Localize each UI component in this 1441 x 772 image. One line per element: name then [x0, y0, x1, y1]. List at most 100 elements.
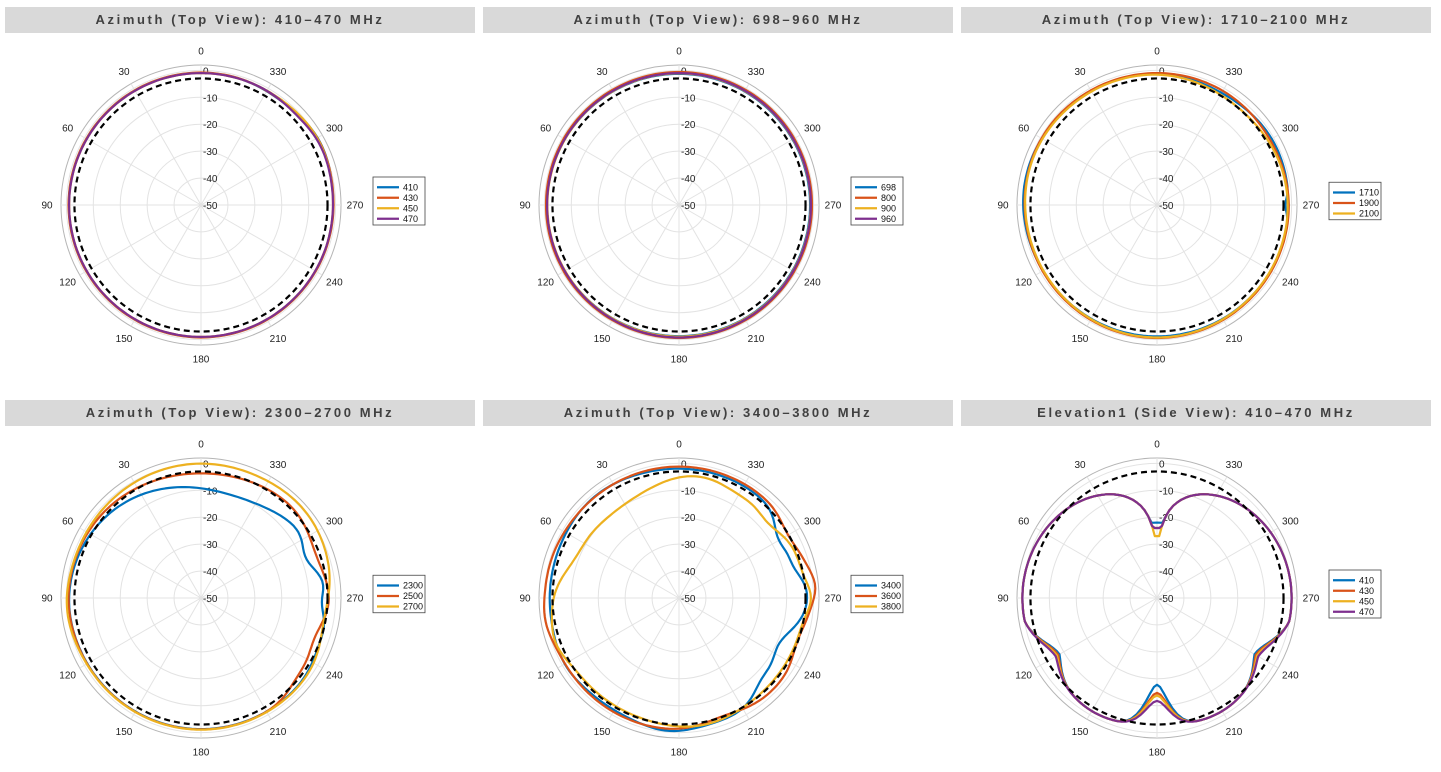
panel-azimuth-3400-3800: Azimuth (Top View): 3400–3800 MHz 0 30 60 9… — [483, 393, 953, 772]
angle-tick-label: 120 — [59, 671, 76, 682]
grid-spoke — [678, 597, 750, 720]
legend-label: 2300 — [403, 581, 423, 591]
legend-label: 698 — [881, 182, 896, 192]
radial-tick-label: -40 — [203, 567, 218, 578]
legend-label: 3400 — [881, 581, 901, 591]
polar-chart-3: 0 30 60 90 120 150 180 210 240 270 300 330 0 -10 -20 -3… — [997, 47, 1382, 366]
grid-spoke — [678, 83, 750, 206]
angle-tick-label: 150 — [1072, 727, 1089, 738]
angle-tick-label: 60 — [1018, 124, 1030, 135]
radial-tick-label: -50 — [681, 594, 696, 605]
reference-circle — [73, 77, 329, 333]
angle-tick-label: 210 — [270, 727, 287, 738]
grid-spoke — [608, 83, 680, 206]
angle-tick-label: 330 — [748, 67, 765, 78]
angle-tick-label: 0 — [1154, 47, 1160, 58]
angle-tick-label: 150 — [116, 727, 133, 738]
legend-label: 430 — [403, 193, 418, 203]
angle-tick-label: 30 — [118, 460, 130, 471]
grid-spoke — [557, 527, 680, 599]
radial-tick-label: -20 — [203, 120, 218, 131]
grid-spoke — [1086, 83, 1158, 206]
radial-tick-label: -30 — [681, 540, 696, 551]
reference-circle — [1029, 470, 1285, 726]
legend-label: 450 — [1359, 596, 1374, 606]
angle-tick-label: 240 — [804, 671, 821, 682]
radial-tick-label: -20 — [1159, 120, 1174, 131]
angle-tick-label: 300 — [1282, 124, 1299, 135]
grid-spoke — [557, 204, 680, 276]
radial-tick-label: -40 — [681, 567, 696, 578]
grid-spoke — [1156, 476, 1228, 599]
polar-chart-5: 0 30 60 90 120 150 180 210 240 270 300 330 0 -10 -20 -3… — [519, 440, 904, 759]
radial-tick-label: -40 — [1159, 567, 1174, 578]
grid-spoke — [1156, 204, 1279, 276]
angle-tick-label: 60 — [62, 124, 74, 135]
legend-label: 470 — [403, 214, 418, 224]
angle-tick-label: 90 — [997, 201, 1009, 212]
angle-tick-label: 210 — [270, 334, 287, 345]
reference-circle — [551, 470, 807, 726]
radial-tick-label: -30 — [1159, 540, 1174, 551]
radial-tick-label: 0 — [1159, 459, 1165, 470]
grid-spoke — [678, 204, 801, 276]
grid-spoke — [200, 527, 323, 599]
grid-spoke — [1156, 597, 1279, 669]
angle-tick-label: 60 — [62, 517, 74, 528]
angle-tick-label: 30 — [118, 67, 130, 78]
legend-box — [372, 176, 426, 226]
polar-chart-1: 03060901201501802102402703003300-10-20-3… — [41, 47, 426, 366]
series-line-470 — [68, 72, 335, 338]
angle-tick-label: 270 — [347, 201, 364, 212]
angle-tick-label: 120 — [537, 671, 554, 682]
reference-circle — [73, 470, 329, 726]
chart-title: Elevation1 (Side View): 410–470 MHz — [961, 400, 1431, 426]
grid-spoke — [1035, 597, 1158, 669]
angle-tick-label: 330 — [1226, 460, 1243, 471]
grid-spoke — [200, 204, 323, 276]
angle-tick-label: 240 — [1282, 671, 1299, 682]
radial-tick-label: -50 — [203, 201, 218, 212]
angle-tick-label: 90 — [41, 594, 53, 605]
angle-tick-label: 300 — [326, 517, 343, 528]
legend-label: 960 — [881, 214, 896, 224]
polar-chart-2: 03060901201501802102402703003300-10-20-3… — [519, 47, 904, 366]
panel-elevation-410-470: Elevation1 (Side View): 410–470 MHz 0 30 6… — [961, 393, 1431, 772]
grid-spoke — [1156, 134, 1279, 206]
radial-tick-label: -10 — [1159, 93, 1174, 104]
panel-azimuth-698-960: Azimuth (Top View): 698–960 MHz 0 30 60 90 1… — [483, 0, 953, 379]
radial-tick-label: -30 — [203, 540, 218, 551]
grid-spoke — [1035, 204, 1158, 276]
radial-tick-label: -10 — [681, 486, 696, 497]
angle-tick-label: 0 — [676, 47, 682, 58]
radial-tick-label: -10 — [681, 93, 696, 104]
grid-spoke — [1156, 527, 1279, 599]
angle-tick-label: 150 — [116, 334, 133, 345]
angle-tick-label: 210 — [1226, 334, 1243, 345]
angle-tick-label: 60 — [540, 517, 552, 528]
legend-label: 410 — [1359, 575, 1374, 585]
chart-title: Azimuth (Top View): 3400–3800 MHz — [483, 400, 953, 426]
angle-tick-label: 150 — [594, 334, 611, 345]
grid-spoke — [608, 204, 680, 327]
grid-spoke — [1035, 134, 1158, 206]
grid-spoke — [79, 597, 202, 669]
angle-tick-label: 210 — [748, 334, 765, 345]
angle-tick-label: 270 — [1303, 201, 1320, 212]
series-line-3600 — [543, 465, 817, 730]
angle-tick-label: 60 — [540, 124, 552, 135]
angle-tick-label: 270 — [1303, 594, 1320, 605]
legend-box — [850, 176, 904, 226]
chart-title: Azimuth (Top View): 410–470 MHz — [5, 7, 475, 33]
grid-spoke — [1035, 527, 1158, 599]
angle-tick-label: 330 — [270, 67, 287, 78]
grid-spoke — [678, 597, 801, 669]
angle-tick-label: 0 — [198, 47, 204, 58]
angle-tick-label: 180 — [193, 748, 210, 759]
radial-tick-label: -10 — [1159, 486, 1174, 497]
angle-tick-label: 120 — [59, 278, 76, 289]
grid-spoke — [1086, 204, 1158, 327]
angle-tick-label: 0 — [676, 440, 682, 451]
angle-tick-label: 240 — [326, 671, 343, 682]
